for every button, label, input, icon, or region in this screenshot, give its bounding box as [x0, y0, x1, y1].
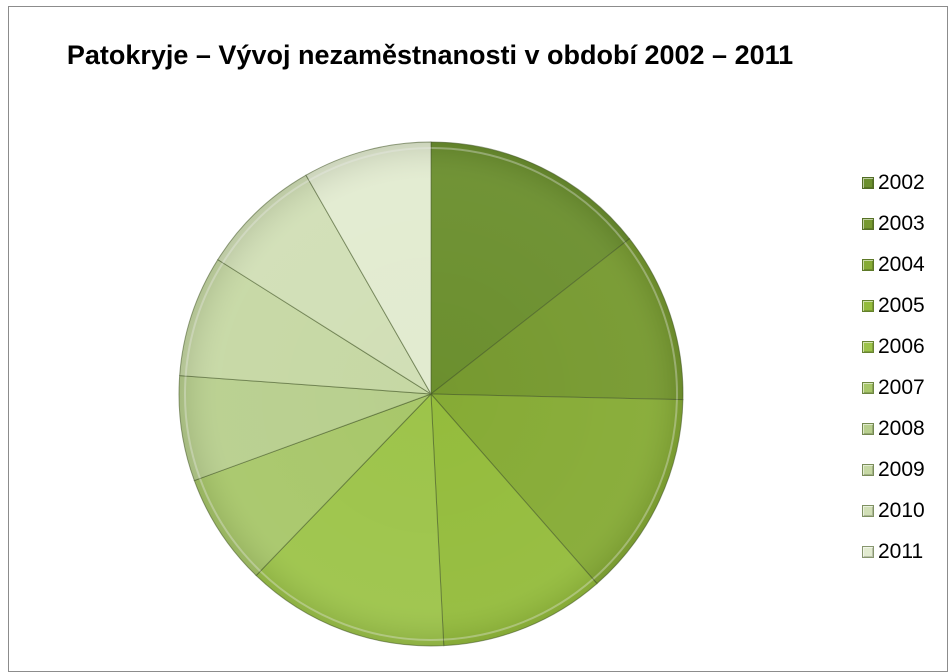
legend-item-2007: 2007 [862, 367, 952, 408]
legend-label-2010: 2010 [878, 498, 925, 522]
legend-item-2004: 2004 [862, 244, 952, 285]
legend-label-2006: 2006 [878, 334, 925, 358]
legend-label-2008: 2008 [878, 416, 925, 440]
legend-swatch-2009 [862, 463, 874, 476]
legend-item-2006: 2006 [862, 326, 952, 367]
legend-label-2009: 2009 [878, 457, 925, 481]
legend-item-2011: 2011 [862, 531, 952, 572]
legend-label-2005: 2005 [878, 293, 925, 317]
legend-swatch-2008 [862, 422, 874, 435]
legend-swatch-2004 [862, 258, 874, 271]
legend-label-2002: 2002 [878, 170, 925, 194]
legend-swatch-2011 [862, 545, 874, 558]
legend-item-2005: 2005 [862, 285, 952, 326]
pie-slices [178, 141, 684, 647]
legend-swatch-2005 [862, 299, 874, 312]
legend-label-2004: 2004 [878, 252, 925, 276]
legend-label-2011: 2011 [878, 539, 924, 563]
pie-shading [179, 142, 683, 646]
legend: 2002 2003 2004 2005 2006 2007 2008 2009 2010 2011 [862, 162, 952, 572]
legend-item-2010: 2010 [862, 490, 952, 531]
legend-swatch-2007 [862, 381, 874, 394]
legend-swatch-2006 [862, 340, 874, 353]
legend-item-2003: 2003 [862, 203, 952, 244]
legend-label-2007: 2007 [878, 375, 925, 399]
legend-item-2008: 2008 [862, 408, 952, 449]
legend-swatch-2010 [862, 504, 874, 517]
legend-label-2003: 2003 [878, 211, 925, 235]
legend-swatch-2002 [862, 176, 874, 189]
legend-item-2002: 2002 [862, 162, 952, 203]
legend-item-2009: 2009 [862, 449, 952, 490]
legend-swatch-2003 [862, 217, 874, 230]
chart-title: Patokryje – Vývoj nezaměstnanosti v obdo… [66, 40, 794, 70]
